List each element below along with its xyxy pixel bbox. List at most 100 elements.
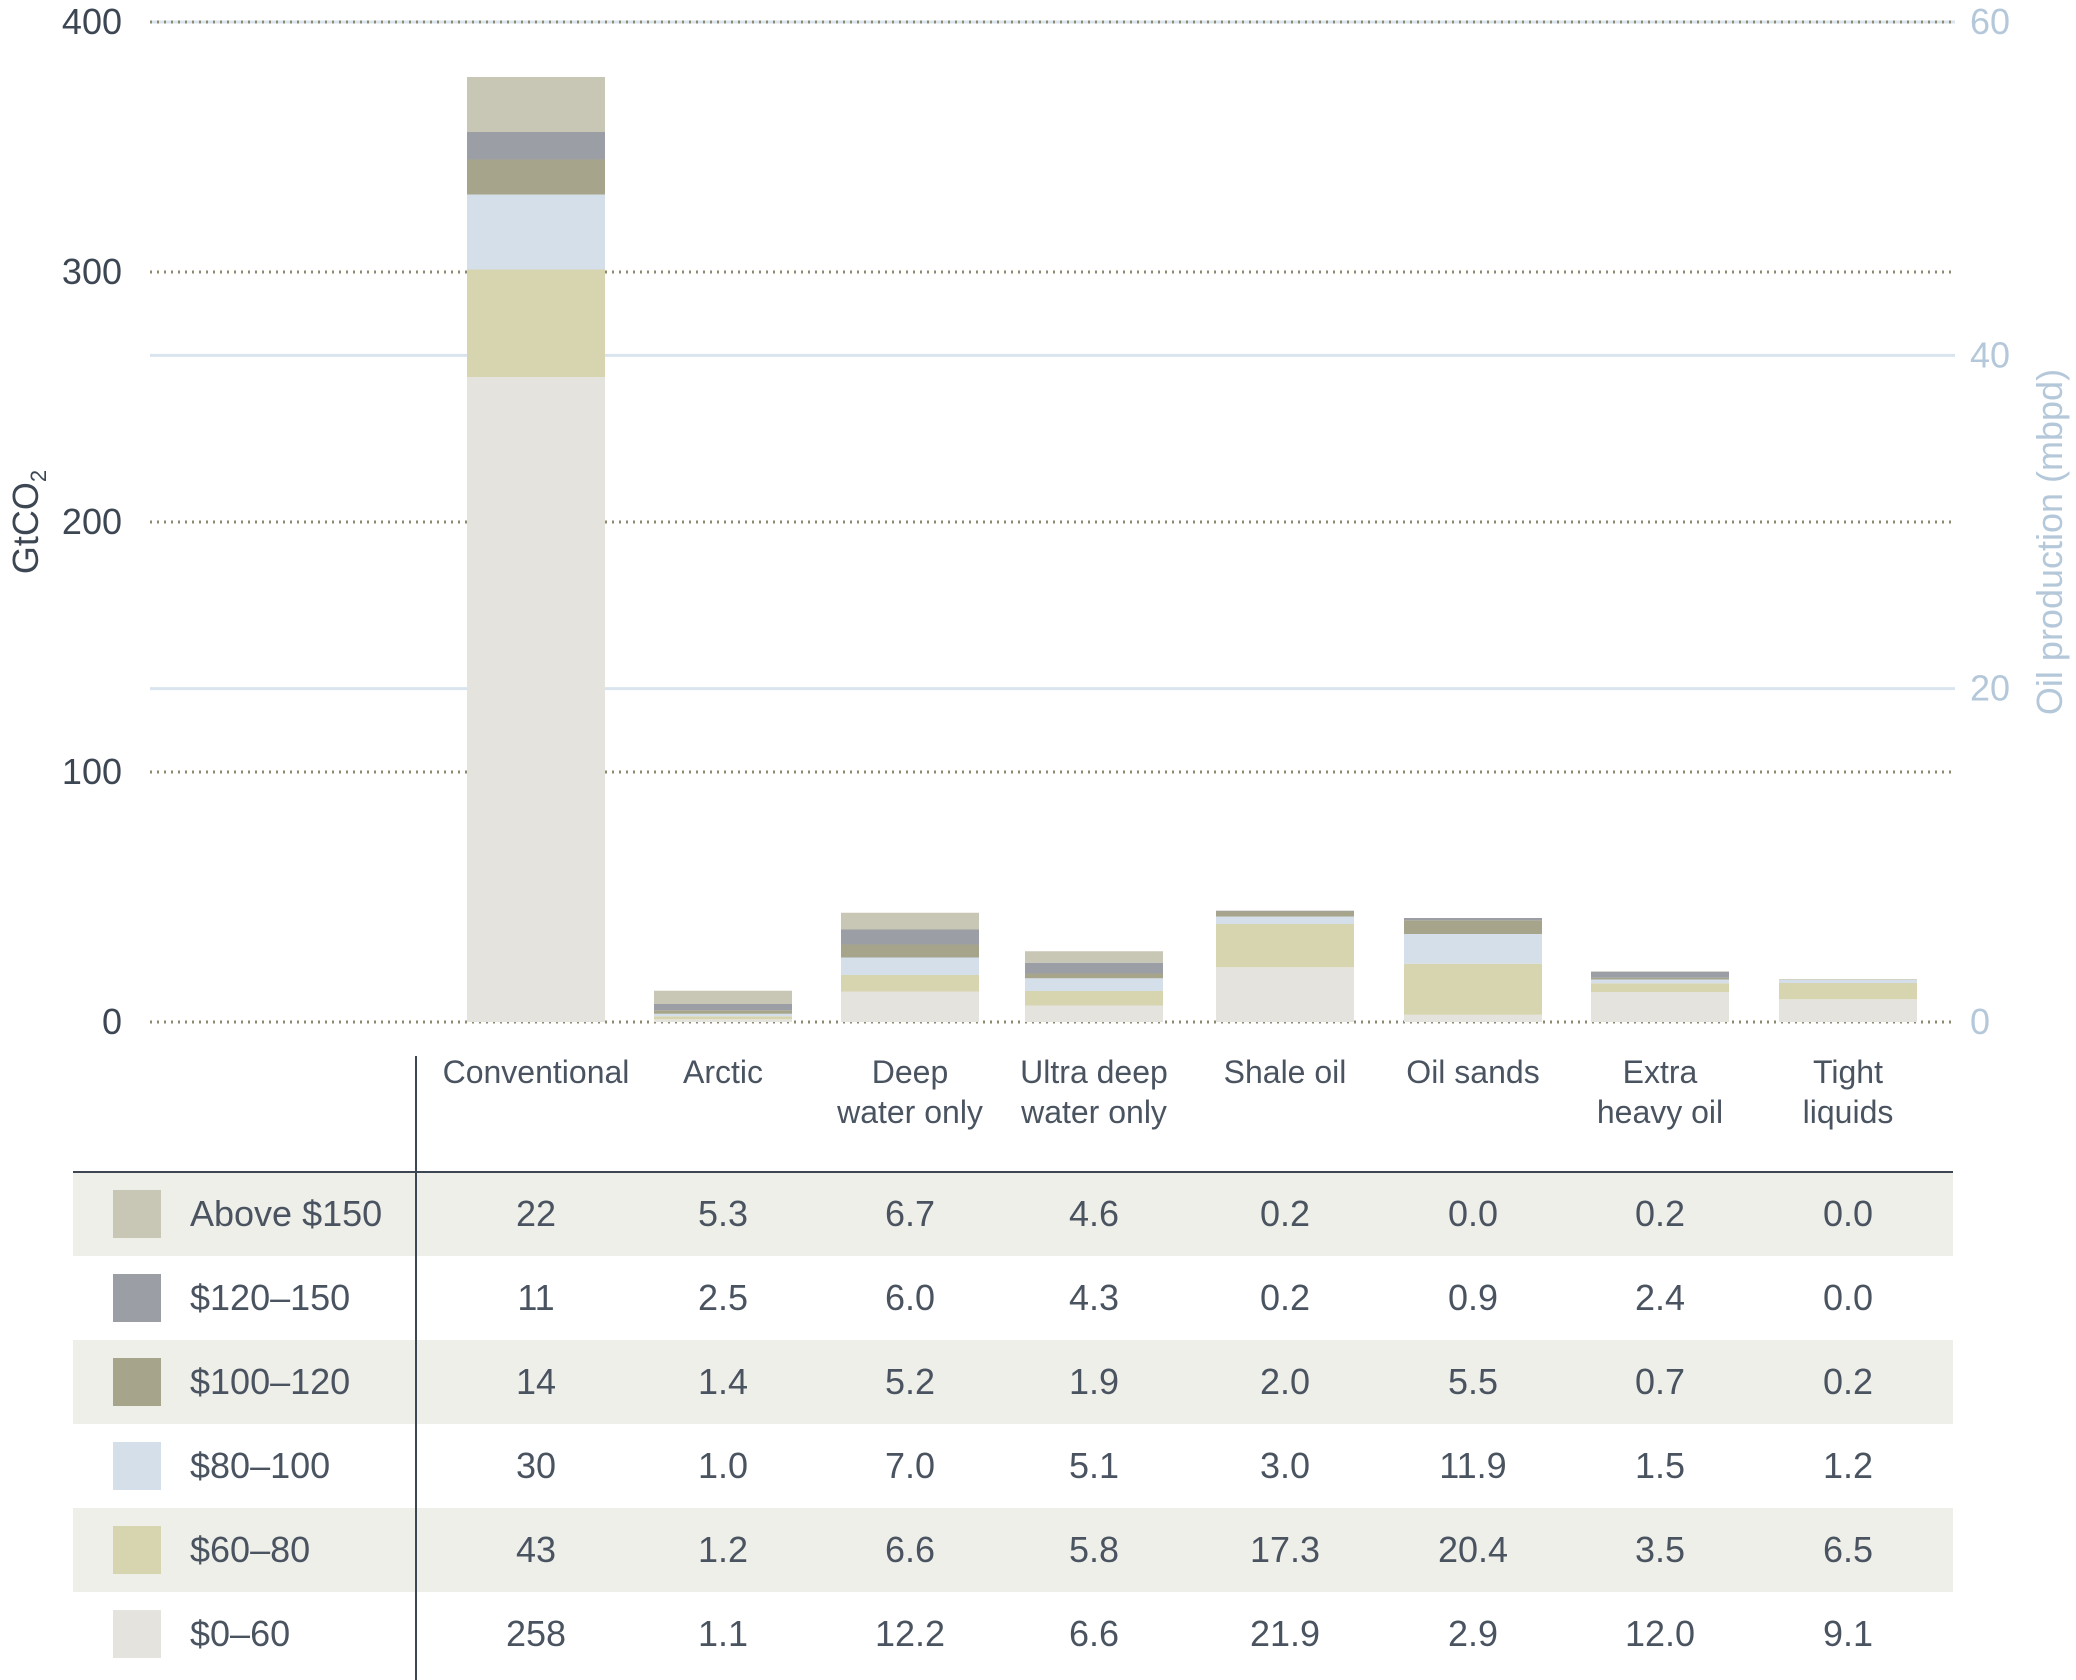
category-label: Extra [1623, 1054, 1698, 1090]
bar-segment [654, 1019, 792, 1022]
bar-segment [1216, 910, 1354, 911]
legend-swatch [113, 1610, 161, 1658]
table-cell: 17.3 [1250, 1529, 1320, 1570]
table-cell: 258 [506, 1613, 566, 1654]
table-cell: 14 [516, 1361, 556, 1402]
table-cell: 6.6 [885, 1529, 935, 1570]
bar-segment [654, 1016, 792, 1020]
category-label: Arctic [683, 1054, 763, 1090]
table-cell: 7.0 [885, 1445, 935, 1486]
bar-segment [841, 991, 979, 1022]
bar-segment [467, 377, 605, 1022]
legend-swatch [113, 1190, 161, 1238]
right-axis-tick-label: 0 [1970, 1001, 1990, 1042]
left-axis-tick-label: 300 [62, 251, 122, 292]
y2-axis-title: Oil production (mbpd) [2029, 369, 2070, 715]
table-cell: 0.9 [1448, 1277, 1498, 1318]
bar-segment [1591, 971, 1729, 978]
stacked-bars [467, 77, 1917, 1022]
bar-segment [1025, 978, 1163, 991]
bar-segment [654, 1004, 792, 1011]
table-cell: 5.2 [885, 1361, 935, 1402]
table-cell: 0.0 [1823, 1193, 1873, 1234]
table-cell: 0.2 [1635, 1193, 1685, 1234]
legend-swatch [113, 1274, 161, 1322]
bar-segment [1404, 1014, 1542, 1022]
bar-segment [1591, 979, 1729, 984]
bar-segment [1591, 971, 1729, 972]
table-cell: 1.2 [1823, 1445, 1873, 1486]
axes: 0 20 40 60 0 100 200 300 400 GtCO2 Oil production … [5, 1, 2070, 1042]
right-axis-tick-label: 40 [1970, 334, 2010, 375]
category-label: Deep [872, 1054, 949, 1090]
y-axis-title: GtCO2 [5, 470, 51, 574]
table-cell: 12.2 [875, 1613, 945, 1654]
table-cell: 0.0 [1448, 1193, 1498, 1234]
table-cell: 9.1 [1823, 1613, 1873, 1654]
table-cell: 2.9 [1448, 1613, 1498, 1654]
table-cell: 4.6 [1069, 1193, 1119, 1234]
bar-segment [841, 944, 979, 958]
left-axis-tick-label: 100 [62, 751, 122, 792]
category-label: heavy oil [1597, 1094, 1723, 1130]
bar-segment [1591, 977, 1729, 980]
bar-segment [841, 929, 979, 945]
bar-segment [654, 1010, 792, 1014]
bar-segment [1779, 983, 1917, 1000]
category-label: water only [836, 1094, 983, 1130]
table-cell: 12.0 [1625, 1613, 1695, 1654]
legend-swatch [113, 1526, 161, 1574]
data-table: Above $150 22 5.3 6.7 4.6 0.2 0.0 0.2 0.0 $120–15… [73, 1056, 1953, 1680]
left-axis-tick-label: 400 [62, 1, 122, 42]
right-axis-tick-label: 20 [1970, 668, 2010, 709]
table-cell: 6.6 [1069, 1613, 1119, 1654]
bar-segment [654, 1013, 792, 1017]
table-cell: 22 [516, 1193, 556, 1234]
category-label: Conventional [443, 1054, 630, 1090]
y-axis-title-subscript: 2 [26, 470, 51, 482]
bar-segment [1025, 951, 1163, 963]
bar-segment [1779, 999, 1917, 1022]
category-label: Ultra deep [1020, 1054, 1168, 1090]
table-cell: 2.4 [1635, 1277, 1685, 1318]
table-cell: 43 [516, 1529, 556, 1570]
left-axis-tick-label: 0 [102, 1001, 122, 1042]
table-cell: 5.3 [698, 1193, 748, 1234]
table-row-band [73, 1340, 1953, 1424]
bar-segment [654, 990, 792, 1004]
bar-segment [1025, 962, 1163, 974]
table-cell: 1.4 [698, 1361, 748, 1402]
bar-segment [1025, 973, 1163, 979]
table-cell: 11.9 [1439, 1445, 1506, 1486]
bar-segment [1216, 924, 1354, 968]
legend-label: $120–150 [190, 1277, 350, 1318]
right-axis-tick-label: 60 [1970, 1, 2010, 42]
table-cell: 5.1 [1069, 1445, 1119, 1486]
table-row-band [73, 1172, 1953, 1256]
legend-swatch [113, 1358, 161, 1406]
table-cell: 21.9 [1250, 1613, 1320, 1654]
bar-segment [841, 912, 979, 930]
table-row-bands [73, 1172, 1953, 1592]
table-row-band [73, 1508, 1953, 1592]
table-cell: 1.2 [698, 1529, 748, 1570]
legend-swatch [113, 1442, 161, 1490]
table-cell: 2.5 [698, 1277, 748, 1318]
gridlines [150, 20, 1955, 1024]
table-cell: 20.4 [1438, 1529, 1508, 1570]
bar-segment [1025, 1005, 1163, 1022]
category-label: liquids [1803, 1094, 1894, 1130]
legend-label: $100–120 [190, 1361, 350, 1402]
bar-segment [1404, 934, 1542, 964]
left-axis-tick-label: 200 [62, 501, 122, 542]
table-cell: 0.2 [1260, 1193, 1310, 1234]
bar-segment [1404, 918, 1542, 921]
legend-label: Above $150 [190, 1193, 382, 1234]
legend-label: $0–60 [190, 1613, 290, 1654]
legend-label: $60–80 [190, 1529, 310, 1570]
bar-segment [1779, 979, 1917, 980]
bar-segment [1779, 980, 1917, 983]
category-label: Tight [1813, 1054, 1883, 1090]
bar-segment [841, 957, 979, 975]
